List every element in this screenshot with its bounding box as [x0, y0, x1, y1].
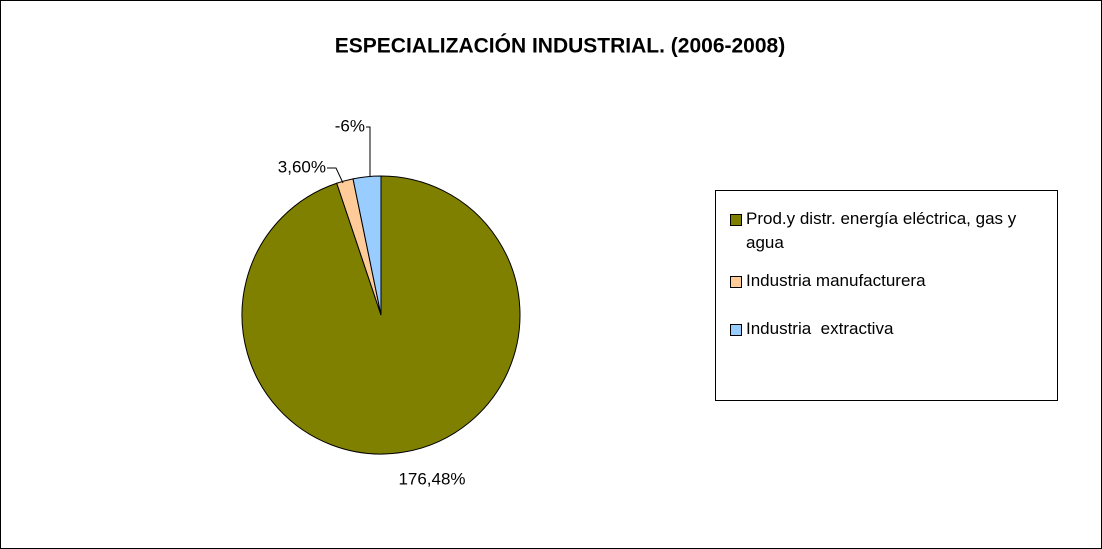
pie-slice: [352, 175, 382, 316]
legend-swatch: [730, 276, 742, 288]
leader-line: [366, 126, 371, 176]
legend-entry: Prod.y distr. energía eléctrica, gas y a…: [730, 207, 1047, 255]
data-label: 3,60%: [278, 157, 326, 176]
legend: Prod.y distr. energía eléctrica, gas y a…: [715, 190, 1058, 401]
legend-swatch: [730, 214, 742, 226]
legend-label: Prod.y distr. energía eléctrica, gas y a…: [746, 209, 1021, 252]
legend-entry: Industria manufacturera: [730, 269, 1047, 293]
data-label: 176,48%: [398, 469, 465, 488]
legend-entry: Industria extractiva: [730, 317, 1047, 341]
legend-label: Industria extractiva: [746, 319, 894, 338]
legend-label: Industria manufacturera: [746, 271, 926, 290]
chart-title: ESPECIALIZACIÓN INDUSTRIAL. (2006-2008): [335, 34, 785, 58]
leader-line: [327, 167, 344, 184]
data-label: -6%: [335, 116, 365, 135]
legend-swatch: [730, 324, 742, 336]
